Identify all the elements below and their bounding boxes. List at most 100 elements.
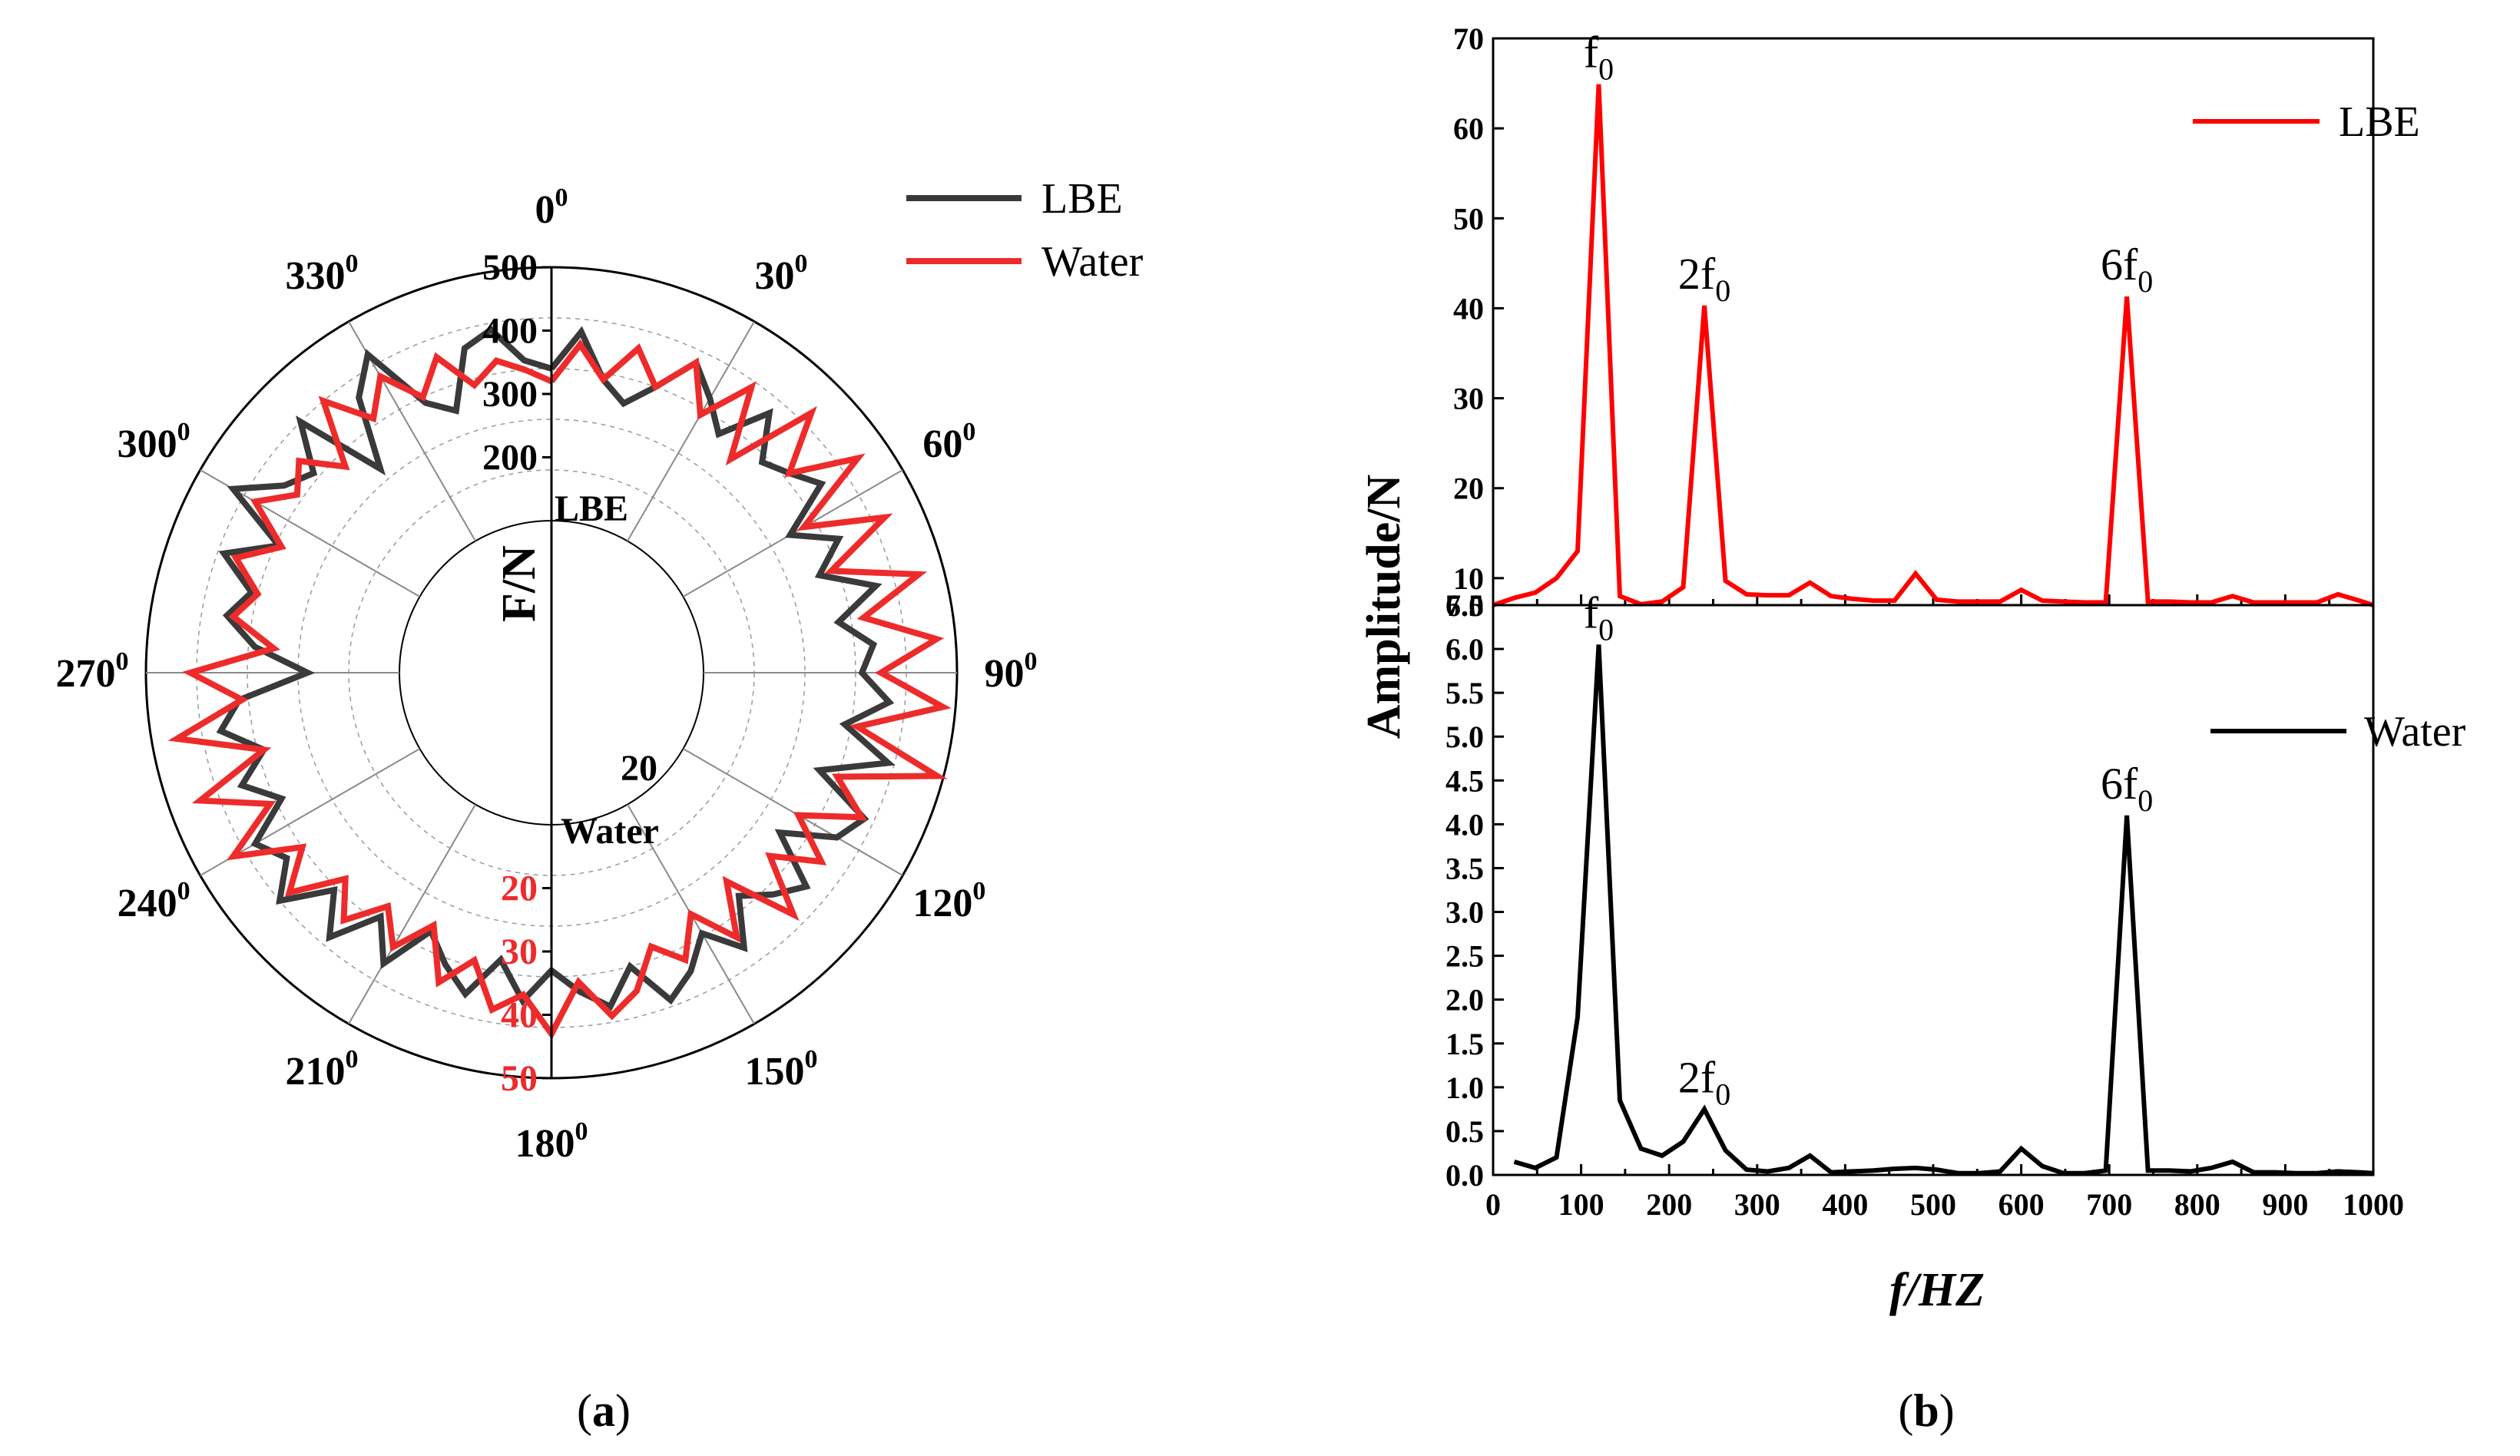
water-spectrum-plot: 0.0 0.5 1.0 1.5 2.0 2.5 3.0 3.5 4.0 4.5 5.0 5.5 6.0 6… <box>1445 587 2404 1222</box>
angle-label-sup: 0 <box>1025 647 1038 676</box>
angle-label-base: 30 <box>755 254 795 298</box>
x-tick-label: 300 <box>1734 1187 1780 1222</box>
peak-annotation-sub: 0 <box>1715 273 1730 308</box>
peak-annotation-base: 6f <box>2101 240 2138 290</box>
peak-annotation-sub: 0 <box>1598 52 1614 87</box>
plot-frame <box>1492 604 2375 1176</box>
angle-label-sup: 0 <box>116 647 129 676</box>
peak-annotation-sub: 0 <box>1715 1077 1730 1111</box>
angle-label-base: 240 <box>118 882 177 925</box>
x-tick-label: 600 <box>1998 1187 2045 1222</box>
polar-grid-spoke <box>348 803 476 1024</box>
water-tick-label: 50 <box>501 1058 538 1099</box>
angle-label-sup: 0 <box>575 1117 588 1146</box>
y-tick-label: 20 <box>1453 472 1484 506</box>
angle-label-sup: 0 <box>972 877 985 905</box>
peak-annotation: 6f0 <box>2101 240 2153 299</box>
peak-annotation-sub: 0 <box>2138 264 2153 299</box>
angle-label-sup: 0 <box>346 1045 359 1074</box>
angle-label-sup: 0 <box>346 250 359 278</box>
water-tick-label: 40 <box>501 995 538 1036</box>
angle-label-base: 90 <box>985 652 1025 696</box>
y-tick-label: 0.0 <box>1445 1158 1484 1193</box>
angle-label-sup: 0 <box>177 418 190 446</box>
y-tick-label: 3.0 <box>1445 895 1484 930</box>
y-tick-label: 1.5 <box>1445 1027 1484 1061</box>
peak-annotation: f0 <box>1584 28 1614 87</box>
legend-label-water: Water <box>1041 238 1144 286</box>
angle-label-base: 300 <box>118 422 177 466</box>
polar-grid-spoke <box>627 321 755 542</box>
angle-label-base: 0 <box>535 188 555 232</box>
y-tick-label: 5.5 <box>1445 676 1484 710</box>
peak-annotation: 6f0 <box>2101 759 2153 818</box>
x-tick-label: 400 <box>1822 1187 1868 1222</box>
y-tick-label: 3.5 <box>1445 851 1484 885</box>
peak-annotation-base: f <box>1584 28 1599 78</box>
x-tick-label: 700 <box>2086 1187 2132 1222</box>
peak-annotation-base: 6f <box>2101 759 2138 809</box>
polar-grid-spoke <box>682 748 903 876</box>
angle-label-sup: 0 <box>795 250 808 278</box>
x-tick-label: 0 <box>1485 1187 1501 1222</box>
lbe-tick-label: 500 <box>482 247 538 288</box>
x-tick-label: 900 <box>2262 1187 2308 1222</box>
angle-label-0: 00 <box>535 184 568 232</box>
angle-label-270: 2700 <box>56 647 129 696</box>
angle-label-240: 2400 <box>118 877 190 925</box>
y-axis-title: Amplitude/N <box>1358 475 1410 739</box>
water-extra-tick-label: 20 <box>621 748 657 789</box>
angle-label-sup: 0 <box>805 1045 818 1074</box>
peak-annotation-sub: 0 <box>1598 612 1614 647</box>
angle-label-base: 330 <box>286 254 346 298</box>
peak-annotation-base: 2f <box>1678 1052 1716 1102</box>
y-tick-label: 40 <box>1453 291 1484 326</box>
peak-annotation: f0 <box>1584 587 1614 647</box>
y-tick-label: 0.5 <box>1445 1114 1484 1149</box>
angle-label-210: 2100 <box>286 1045 359 1094</box>
lbe-tick-label: 400 <box>482 311 538 352</box>
y-tick-label: 4.5 <box>1445 763 1484 798</box>
y-tick-label: 6.5 <box>1445 588 1484 623</box>
angle-label-base: 270 <box>56 652 116 696</box>
y-tick-label: 10 <box>1453 561 1484 596</box>
peak-annotation: 2f0 <box>1678 249 1730 308</box>
polar-legend: LBE Water <box>906 175 1144 286</box>
angle-label-60: 600 <box>922 418 975 466</box>
series-line-water <box>1513 644 2374 1176</box>
legend-label-lbe-spectrum: LBE <box>2339 98 2420 146</box>
peak-annotation-base: 2f <box>1678 249 1716 299</box>
angle-label-90: 900 <box>985 647 1038 696</box>
y-tick-label: 60 <box>1453 111 1484 146</box>
legend-label-lbe: LBE <box>1041 175 1123 223</box>
x-axis-title: f/HZ <box>1889 1264 1985 1316</box>
angle-label-base: 180 <box>515 1122 575 1166</box>
lbe-radial-ticks: 200 300 400 500 <box>482 247 551 478</box>
water-axis-label: Water <box>561 811 659 852</box>
y-tick-label: 5.0 <box>1445 720 1484 754</box>
x-tick-label: 800 <box>2174 1187 2220 1222</box>
angle-label-base: 150 <box>745 1050 805 1094</box>
angle-label-sup: 0 <box>962 418 975 446</box>
legend-label-water-spectrum: Water <box>2364 708 2466 756</box>
y-tick-label: 6.0 <box>1445 632 1484 667</box>
lbe-axis-label: LBE <box>555 488 628 529</box>
peak-annotation: 2f0 <box>1678 1052 1730 1111</box>
y-tick-label: 2.5 <box>1445 939 1484 974</box>
angle-label-30: 300 <box>755 250 808 298</box>
peak-annotation-sub: 0 <box>2138 783 2153 818</box>
radial-axis-title: F/N <box>493 545 545 622</box>
angle-label-120: 1200 <box>912 877 985 925</box>
x-tick-label: 200 <box>1646 1187 1692 1222</box>
y-tick-label: 2.0 <box>1445 983 1484 1018</box>
angle-label-base: 120 <box>912 882 972 925</box>
y-tick-label: 1.0 <box>1445 1070 1484 1105</box>
lbe-tick-label: 300 <box>482 374 538 415</box>
series-line-lbe <box>1492 84 2374 607</box>
angle-label-base: 60 <box>922 422 962 466</box>
peak-annotation-base: f <box>1584 587 1599 637</box>
water-legend: Water <box>2210 708 2466 756</box>
